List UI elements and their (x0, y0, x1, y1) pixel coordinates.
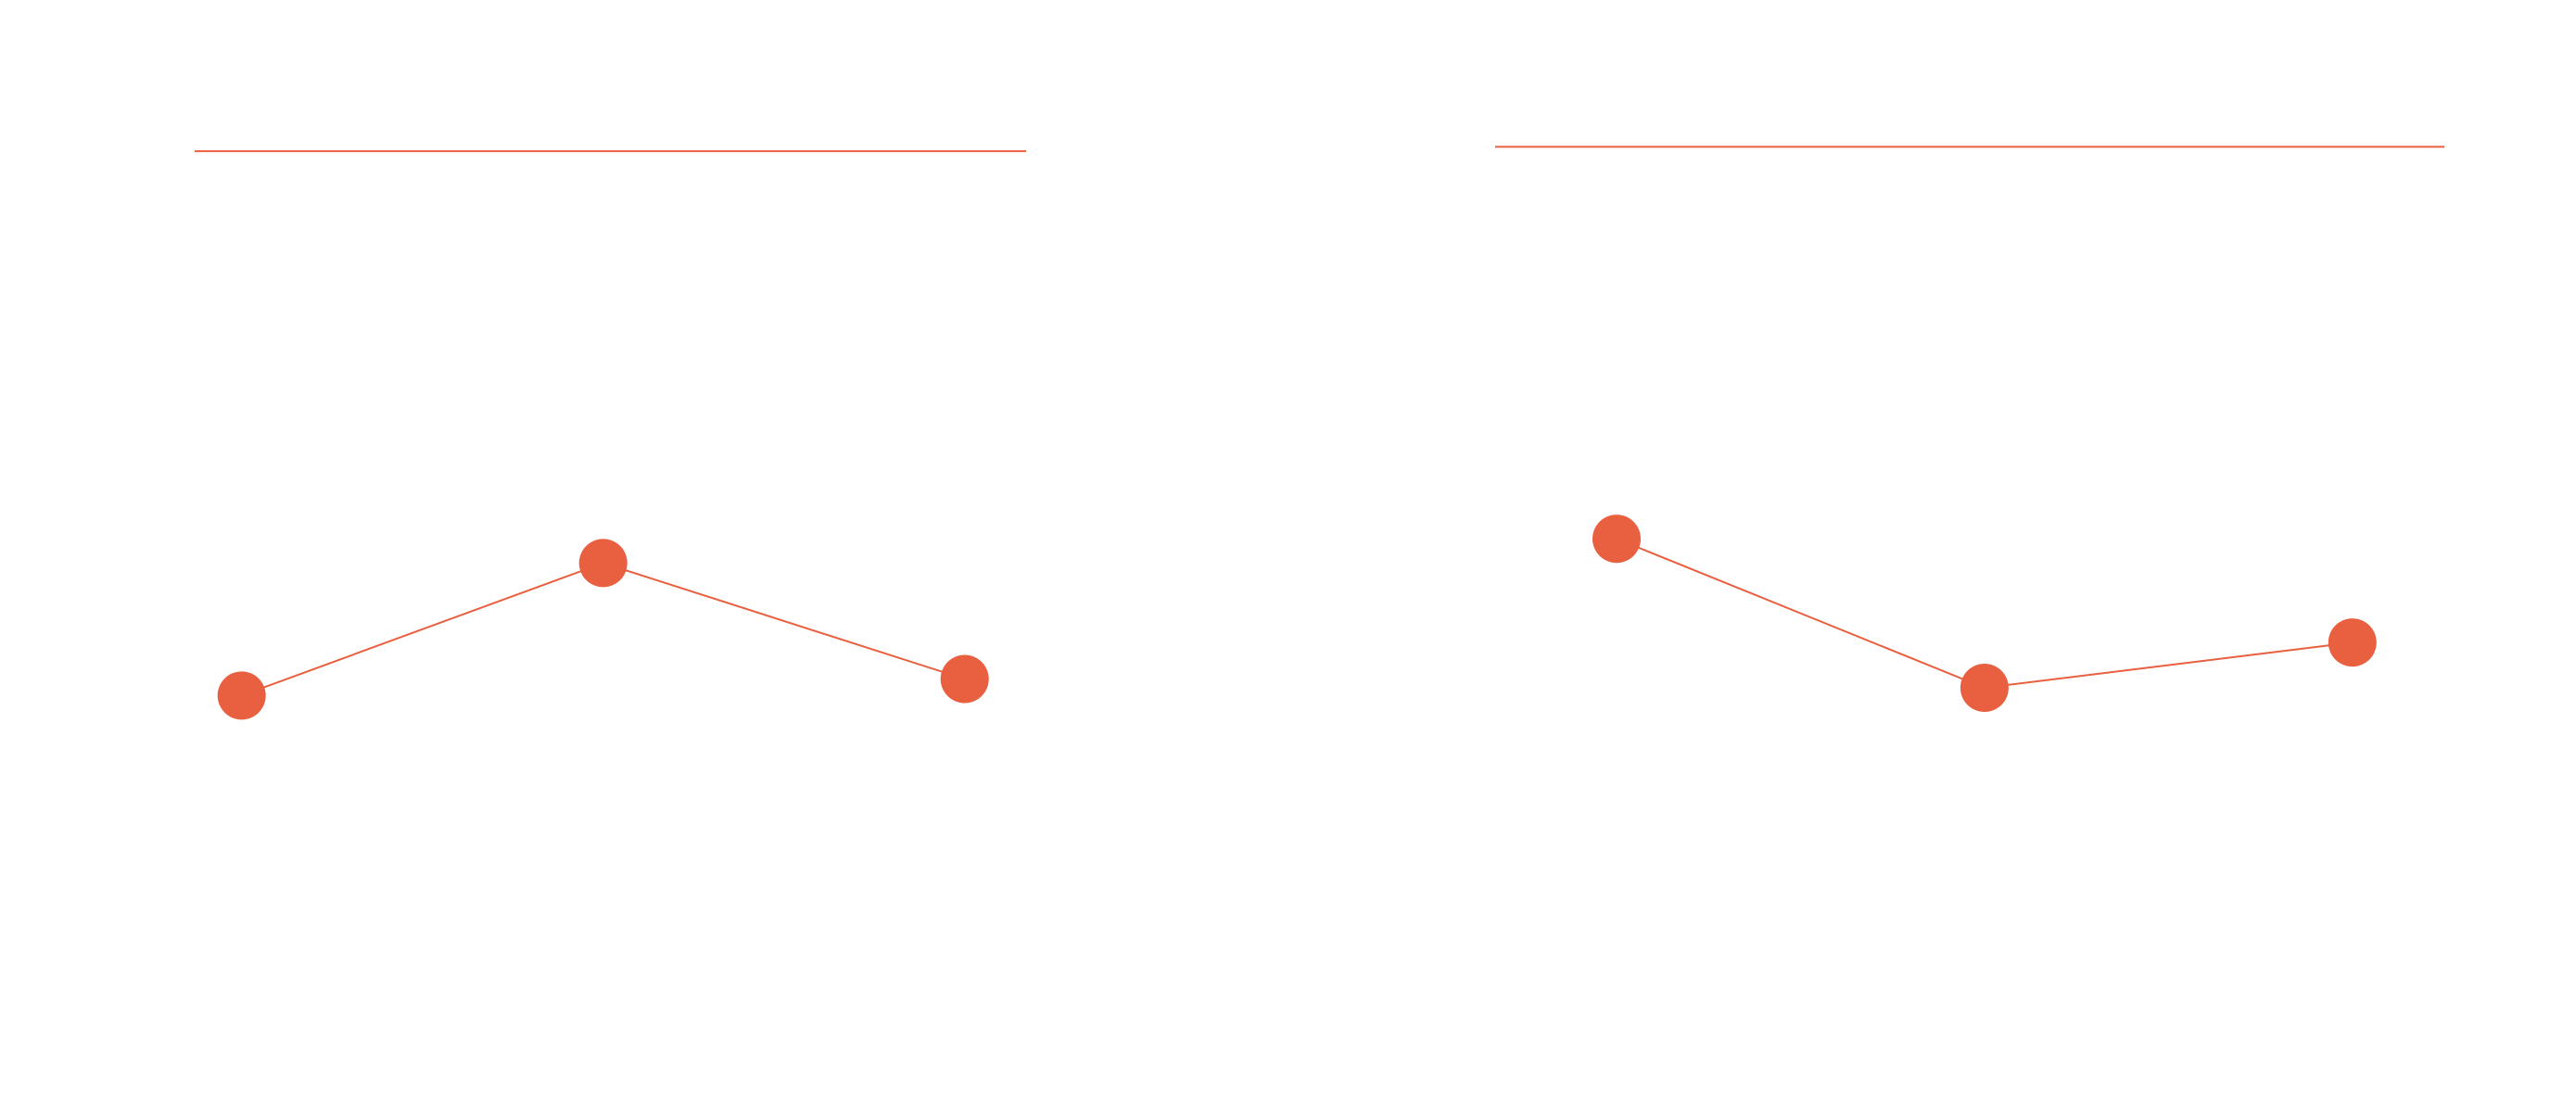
data-point-right-0 (1592, 514, 1641, 564)
data-point-right-2 (2328, 618, 2377, 667)
chart-panel-left (195, 150, 1026, 720)
data-point-right-1 (1960, 663, 2009, 712)
data-point-left-2 (940, 654, 989, 704)
data-point-left-0 (217, 671, 266, 720)
data-point-left-1 (578, 539, 628, 588)
chart-panel-right (1495, 146, 2444, 712)
